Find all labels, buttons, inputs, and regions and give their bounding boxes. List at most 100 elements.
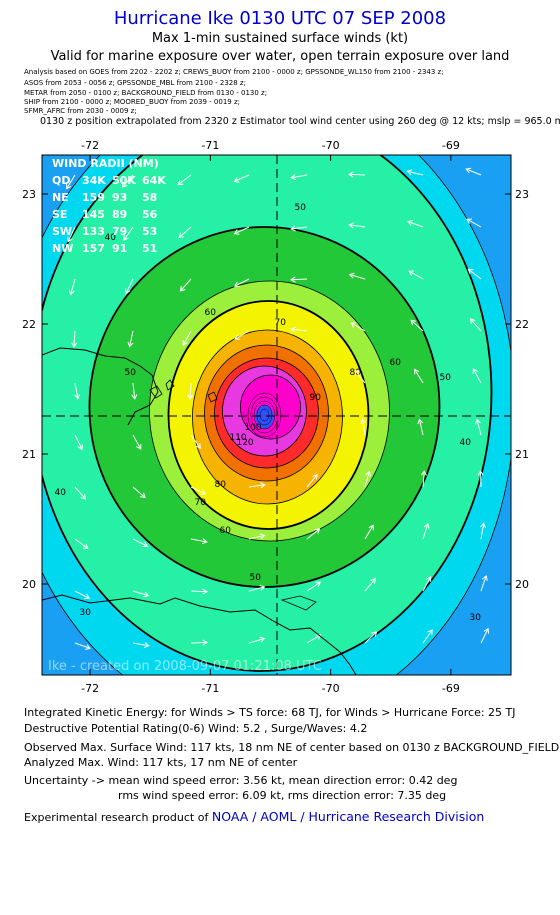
wind-arrow xyxy=(66,174,76,189)
wind-arrowhead xyxy=(290,276,296,283)
wind-radii-table: WIND RADII (NM) QD 34K 50K 64K NE 159 93 58 SE 145… xyxy=(52,157,166,255)
hispaniola-coastline xyxy=(42,594,357,675)
wind-arrow xyxy=(349,273,366,280)
wind-arrowhead xyxy=(365,470,372,477)
wind-arrowhead xyxy=(140,492,146,499)
uncertainty-mean-text: Uncertainty -> mean wind speed error: 3.… xyxy=(24,774,458,787)
wind-arrow xyxy=(348,173,366,176)
x-tick-label-bottom: -69 xyxy=(442,682,460,695)
wind-arrowhead xyxy=(234,334,241,340)
analyzed-max-wind-text: Analyzed Max. Wind: 117 kts, 17 nm NE of… xyxy=(24,756,298,769)
cuba-coastline xyxy=(42,347,159,426)
wind-arrow xyxy=(408,270,424,280)
wind-arrow xyxy=(132,538,148,547)
wind-radii-cell: NW xyxy=(52,242,73,255)
wind-arrowhead xyxy=(469,318,476,324)
analysis-source-line: METAR from 2050 - 0100 z; BACKGROUND_FIE… xyxy=(24,89,268,97)
contour-label-30: 30 xyxy=(19,288,31,298)
wind-arrow xyxy=(74,434,83,450)
contour-label-100: 100 xyxy=(244,423,261,433)
x-tick-label-top: -69 xyxy=(442,139,460,152)
wind-arrowhead xyxy=(74,393,81,400)
analysis-source-line: SHIP from 2100 - 0000 z; MOORED_BUOY fro… xyxy=(24,98,240,106)
eyewall-isotach xyxy=(253,400,276,430)
wind-arrow xyxy=(125,278,134,294)
wind-arrow xyxy=(178,226,192,238)
wind-arrowhead xyxy=(370,578,376,584)
wind-arrow xyxy=(407,221,424,228)
wind-arrow xyxy=(190,538,207,543)
wind-arrowhead xyxy=(315,581,322,587)
wind-arrow xyxy=(364,471,370,488)
isotach-100kt xyxy=(214,357,319,469)
product-credit: Experimental research product of NOAA / … xyxy=(24,809,484,824)
wind-arrowhead xyxy=(417,418,424,425)
wind-arrowhead xyxy=(472,368,478,374)
tortuga-coastline xyxy=(280,595,317,611)
contour-label-50: 50 xyxy=(249,573,261,583)
wind-arrowhead xyxy=(475,418,481,425)
x-tick-label-bottom: -70 xyxy=(322,682,340,695)
wind-arrow xyxy=(306,528,320,540)
wind-arrow xyxy=(306,634,322,644)
wind-arrowhead xyxy=(259,533,266,540)
isotach-80kt xyxy=(192,329,343,505)
wind-arrowhead xyxy=(408,270,415,276)
wind-arrow xyxy=(132,590,149,597)
x-tick-label-top: -72 xyxy=(81,139,99,152)
wind-arrowhead xyxy=(178,232,185,239)
wind-arrowhead xyxy=(201,538,208,545)
isotach-40kt xyxy=(42,155,493,672)
plot-frame xyxy=(41,154,512,676)
x-tick-label-bottom: -71 xyxy=(201,682,219,695)
contour-label-120: 120 xyxy=(236,438,253,448)
wind-arrowhead xyxy=(233,229,240,235)
wind-arrowhead xyxy=(143,591,150,598)
wind-arrow xyxy=(234,330,250,340)
wind-radii-header: 50K xyxy=(112,174,136,187)
wind-arrow xyxy=(466,218,482,228)
wind-arrowhead xyxy=(142,541,149,548)
wind-arrow xyxy=(362,419,366,436)
wind-arrow xyxy=(364,525,374,540)
wind-arrow xyxy=(407,170,424,176)
wind-radii-header: 34K xyxy=(82,174,106,187)
wind-arrow xyxy=(291,174,308,179)
wind-arrow xyxy=(70,278,76,295)
wind-radii-cell: 157 xyxy=(82,242,105,255)
contour-label-90: 90 xyxy=(309,393,321,403)
wind-arrowhead xyxy=(66,183,72,190)
wind-arrowhead xyxy=(127,341,134,348)
contour-label-60: 60 xyxy=(204,308,216,318)
contour-label-110: 110 xyxy=(229,433,246,443)
wind-radii-header: QD xyxy=(52,174,70,187)
x-tick-label-top: -71 xyxy=(201,139,219,152)
wind-arrowhead xyxy=(121,182,128,188)
wind-arrowhead xyxy=(202,639,208,646)
wind-arrowhead xyxy=(195,443,201,449)
wind-arrowhead xyxy=(483,627,490,634)
wind-arrow xyxy=(248,534,265,540)
y-tick-label-left: 22 xyxy=(22,318,36,331)
wind-arrowhead xyxy=(312,473,318,480)
wind-radii-cell: 145 xyxy=(82,208,105,221)
wind-arrowhead xyxy=(71,342,78,348)
product-prefix: Experimental research product of xyxy=(24,811,209,824)
wind-arrow xyxy=(190,434,201,449)
chart-subtitle: Max 1-min sustained surface winds (kt) xyxy=(151,31,409,46)
wind-arrow xyxy=(234,174,250,182)
wind-arrowhead xyxy=(68,289,75,296)
wind-radii-cell: SW xyxy=(52,225,72,238)
noaa-hrd-link[interactable]: NOAA / AOML / Hurricane Research Divisio… xyxy=(211,809,485,824)
wind-arrow xyxy=(234,226,250,235)
wind-radii-cell: 159 xyxy=(82,191,105,204)
wind-radii-cell: SE xyxy=(52,208,67,221)
wind-arrowhead xyxy=(407,220,413,226)
wind-arrow xyxy=(410,319,424,332)
wind-arrowhead xyxy=(260,482,266,489)
contour-label-50: 50 xyxy=(124,368,136,378)
wind-arrow xyxy=(414,369,424,384)
wind-arrow xyxy=(132,434,142,450)
wind-radii-cell: 79 xyxy=(112,225,127,238)
x-tick-label-bottom: -72 xyxy=(81,682,99,695)
